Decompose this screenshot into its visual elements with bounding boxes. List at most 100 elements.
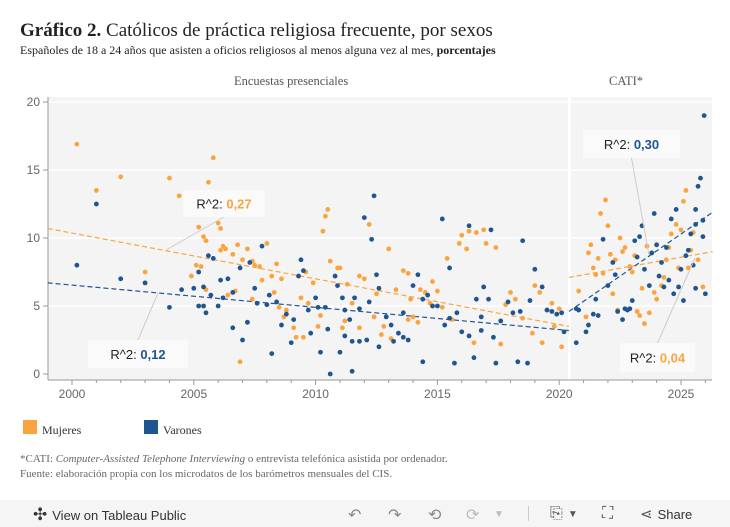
data-point-mujeres [673, 222, 679, 227]
data-point-mujeres [357, 325, 362, 331]
data-point-mujeres [466, 228, 472, 234]
note-text: *CATI: [20, 453, 56, 465]
data-point-varones [491, 334, 496, 340]
data-point-mujeres [361, 276, 367, 282]
legend-swatch-mujeres [23, 419, 37, 434]
refresh-dropdown-icon[interactable]: ▼ [494, 509, 504, 520]
legend-item-mujeres[interactable]: Mujeres [23, 419, 81, 438]
data-point-varones [244, 319, 250, 325]
data-point-varones [327, 371, 333, 377]
data-point-varones [539, 284, 545, 290]
data-point-varones [269, 351, 275, 356]
data-point-mujeres [537, 290, 543, 295]
data-point-varones [357, 338, 362, 344]
data-point-mujeres [607, 251, 613, 257]
legend-item-varones[interactable]: Varones [144, 419, 202, 438]
data-point-mujeres [218, 247, 223, 253]
data-point-varones [332, 273, 338, 279]
legend-label: Varones [163, 423, 202, 437]
data-point-varones [364, 337, 370, 343]
data-point-mujeres [274, 261, 280, 267]
data-point-varones [590, 311, 596, 317]
annotation-text: R^2: 0,12 [110, 347, 165, 362]
data-point-varones [671, 291, 677, 297]
data-point-varones [313, 295, 318, 301]
refresh-icon[interactable]: ⟳ [466, 507, 480, 524]
data-point-varones [237, 265, 243, 271]
subtitle-text: Españoles de 18 a 24 años que asisten a … [20, 43, 437, 57]
fullscreen-icon[interactable]: ⛶ [602, 505, 614, 522]
data-point-mujeres [142, 269, 148, 275]
data-point-varones [666, 277, 672, 283]
data-point-varones [369, 236, 375, 242]
data-point-varones [693, 285, 699, 291]
data-point-varones [420, 296, 426, 302]
data-point-varones [554, 311, 560, 317]
data-point-varones [559, 310, 565, 316]
data-point-varones [678, 266, 684, 272]
data-point-varones [515, 359, 521, 365]
note-text: o entrevista telefónica asistida por ord… [245, 453, 448, 465]
data-point-varones [498, 318, 504, 324]
data-point-varones [388, 322, 394, 328]
data-point-mujeres [225, 292, 231, 298]
data-point-varones [520, 238, 526, 244]
data-point-varones [254, 300, 260, 306]
data-point-mujeres [198, 264, 204, 269]
data-point-varones [225, 276, 231, 282]
r2-label: R^2: [110, 347, 140, 362]
data-point-varones [335, 283, 340, 288]
scatter-chart: 0 5 10 15 20 2000 2005 2010 2015 2020 2025 R^2: 0,2… [27, 95, 714, 400]
annotation-box [583, 130, 680, 158]
data-point-varones [352, 295, 357, 301]
redo-icon[interactable]: ↷ [388, 507, 402, 524]
data-point-varones [274, 299, 280, 305]
share-button[interactable]: ⋖ Share [640, 505, 692, 523]
chart-subtitle: Españoles de 18 a 24 años que asisten a … [20, 43, 496, 58]
data-point-mujeres [249, 296, 255, 302]
data-point-mujeres [598, 211, 604, 216]
data-point-mujeres [230, 251, 236, 257]
source-note: Fuente: elaboración propia con los micro… [20, 468, 393, 480]
data-point-varones [693, 222, 699, 227]
data-point-varones [651, 211, 657, 216]
data-point-varones [396, 330, 401, 336]
data-point-mujeres [530, 330, 535, 336]
data-point-mujeres [622, 245, 628, 250]
data-point-mujeres [408, 296, 414, 302]
data-point-mujeres [393, 287, 399, 293]
data-point-mujeres [203, 238, 209, 244]
x-tick-label: 2025 [668, 387, 695, 400]
data-point-varones [279, 322, 284, 328]
data-point-varones [252, 285, 258, 291]
data-point-varones [439, 216, 445, 222]
data-point-varones [701, 113, 707, 118]
x-tick-label: 2000 [59, 387, 86, 400]
data-point-mujeres [464, 246, 470, 252]
data-point-mujeres [386, 246, 392, 252]
data-point-mujeres [322, 213, 328, 219]
data-point-mujeres [378, 332, 384, 337]
view-label: View on Tableau Public [52, 507, 187, 523]
data-point-varones [74, 262, 80, 268]
data-point-mujeres [551, 324, 557, 329]
note-italic: Computer-Assisted Telephone Interviewing [55, 453, 246, 465]
view-on-tableau-button[interactable]: ✣ View on Tableau Public [33, 505, 186, 525]
data-point-varones [488, 227, 494, 233]
undo-icon[interactable]: ↶ [348, 507, 362, 524]
data-point-mujeres [439, 304, 445, 310]
data-point-varones [325, 326, 331, 332]
data-point-mujeres [678, 227, 684, 233]
annotation-box [88, 340, 188, 368]
data-point-mujeres [279, 276, 284, 282]
data-point-varones [527, 298, 533, 303]
data-point-mujeres [318, 313, 323, 318]
revert-icon[interactable]: ⟲ [428, 507, 442, 524]
data-point-varones [405, 337, 411, 343]
data-point-mujeres [430, 279, 435, 284]
data-point-mujeres [193, 262, 199, 268]
data-point-varones [191, 285, 197, 291]
data-point-varones [196, 303, 202, 309]
data-point-mujeres [498, 341, 504, 347]
download-icon[interactable]: ⎘ ▼ [550, 505, 578, 522]
